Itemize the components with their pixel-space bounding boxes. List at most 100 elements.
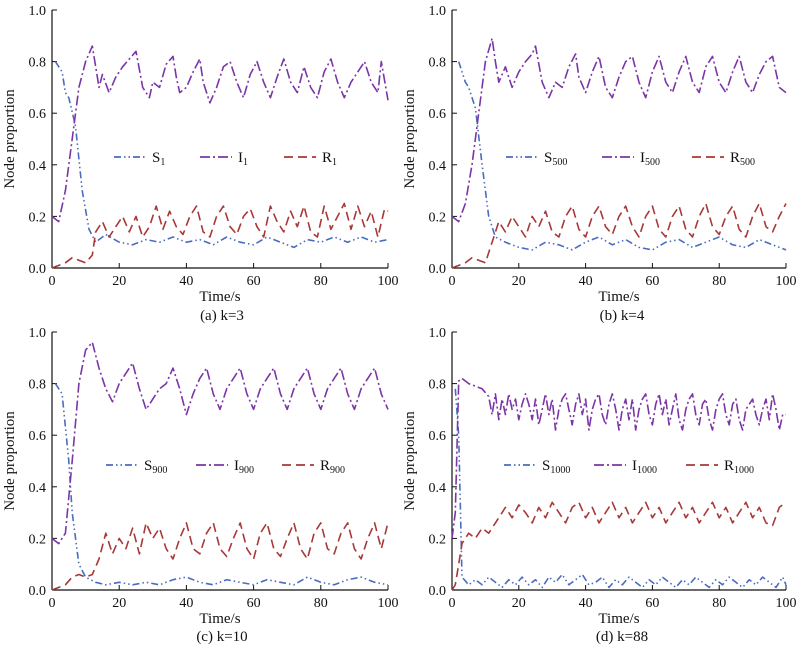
legend-item-I500: I500 [602,150,660,168]
series-line-S900 [54,383,389,586]
series-line-I500 [451,37,787,223]
y-tick-label: 1.0 [29,4,47,19]
series-line-S1 [54,61,389,249]
x-tick-label: 40 [179,596,193,611]
y-tick-label: 1.0 [429,326,447,341]
series-line-R1 [51,202,389,269]
x-tick-label: 0 [49,596,56,611]
y-tick-label: 1.0 [429,4,447,19]
x-tick-label: 0 [449,274,456,289]
y-tick-label: 0.0 [429,584,447,599]
x-tick-label: 100 [378,596,399,611]
series-line-I1000 [451,377,786,539]
x-tick-label: 100 [776,274,797,289]
x-axis-label: Time/s [598,289,639,305]
legend-item-I1: I1 [200,150,248,168]
x-tick-label: 40 [179,274,193,289]
x-axis-label: Time/s [199,611,240,627]
panel-caption: (a) k=3 [200,308,244,324]
chart-panel-1: 0.0 0.2 0.4 0.6 0.8 1.0 0 20 40 60 80 100 Time/s Node… [2,4,399,324]
legend-label: R500 [730,150,755,168]
x-tick-label: 20 [112,274,126,289]
x-tick-label: 20 [112,596,126,611]
x-tick-label: 60 [247,274,261,289]
y-tick-label: 0.6 [29,429,47,444]
legend-label: I1 [238,150,248,168]
legend-item-I900: I900 [196,458,254,476]
x-axis-label: Time/s [598,611,639,627]
x-tick-label: 60 [247,596,261,611]
x-tick-label: 20 [512,274,526,289]
chart-panel-3: 0.0 0.2 0.4 0.6 0.8 1.0 0 20 40 60 80 100 Time/s Node… [2,326,399,645]
y-tick-label: 0.2 [29,210,47,225]
legend-item-S900: S900 [106,458,167,476]
legend-item-R1000: R1000 [686,458,754,476]
x-tick-label: 40 [579,596,593,611]
y-tick-label: 0.8 [429,56,447,71]
legend-label: S1000 [542,458,570,476]
y-tick-label: 0.6 [429,107,447,122]
legend-label: R1000 [724,458,754,476]
y-tick-label: 0.0 [29,584,47,599]
y-tick-label: 0.8 [429,378,447,393]
x-tick-label: 80 [712,274,726,289]
x-tick-label: 0 [49,274,56,289]
x-tick-label: 80 [314,596,328,611]
legend-label: R1 [322,150,337,168]
legend-label: R900 [320,458,345,476]
y-tick-label: 0.0 [429,262,447,277]
y-tick-label: 0.8 [29,56,47,71]
legend-label: I500 [640,150,660,168]
y-tick-label: 0.2 [429,210,447,225]
legend-item-R900: R900 [282,458,345,476]
series-line-S1000 [454,388,787,589]
y-tick-label: 0.6 [429,429,447,444]
y-tick-label: 0.2 [29,532,47,547]
series-line-I1 [51,45,389,223]
series-line-I900 [51,341,389,545]
y-axis-label: Node proportion [2,89,18,189]
legend-label: S1 [152,150,165,168]
x-axis-label: Time/s [199,289,240,305]
y-tick-label: 0.0 [29,262,47,277]
legend-label: I1000 [632,458,657,476]
x-tick-label: 60 [645,274,659,289]
legend-label: I900 [234,458,254,476]
series-line-R900 [51,522,389,591]
chart-panel-4: 0.0 0.2 0.4 0.6 0.8 1.0 0 20 40 60 80 100 Time/s Node… [402,326,797,645]
y-tick-label: 1.0 [29,326,47,341]
x-tick-label: 60 [645,596,659,611]
y-axis-label: Node proportion [402,411,418,511]
x-tick-label: 20 [512,596,526,611]
x-tick-label: 80 [712,596,726,611]
series-line-R1000 [451,501,787,591]
y-tick-label: 0.4 [429,159,447,174]
panel-caption: (d) k=88 [596,629,648,645]
panel-caption: (c) k=10 [196,629,247,645]
legend-item-R500: R500 [692,150,755,168]
legend-item-S1000: S1000 [504,458,570,476]
y-tick-label: 0.4 [29,481,47,496]
x-tick-label: 0 [449,596,456,611]
legend-item-R1: R1 [284,150,337,168]
y-tick-label: 0.2 [429,532,447,547]
panel-caption: (b) k=4 [600,308,645,324]
x-tick-label: 100 [776,596,797,611]
x-tick-label: 100 [378,274,399,289]
chart-panel-2: 0.0 0.2 0.4 0.6 0.8 1.0 0 20 40 60 80 100 Time/s Node… [402,4,797,324]
legend-label: S500 [544,150,567,168]
y-axis-label: Node proportion [2,411,18,511]
y-tick-label: 0.4 [29,159,47,174]
x-tick-label: 80 [314,274,328,289]
x-tick-label: 40 [579,274,593,289]
legend-label: S900 [144,458,167,476]
series-line-R500 [451,202,787,269]
y-tick-label: 0.4 [429,481,447,496]
y-tick-label: 0.8 [29,378,47,393]
legend-item-S1: S1 [114,150,165,168]
y-axis-label: Node proportion [402,89,418,189]
legend-item-S500: S500 [506,150,567,168]
legend-item-I1000: I1000 [594,458,657,476]
y-tick-label: 0.6 [29,107,47,122]
